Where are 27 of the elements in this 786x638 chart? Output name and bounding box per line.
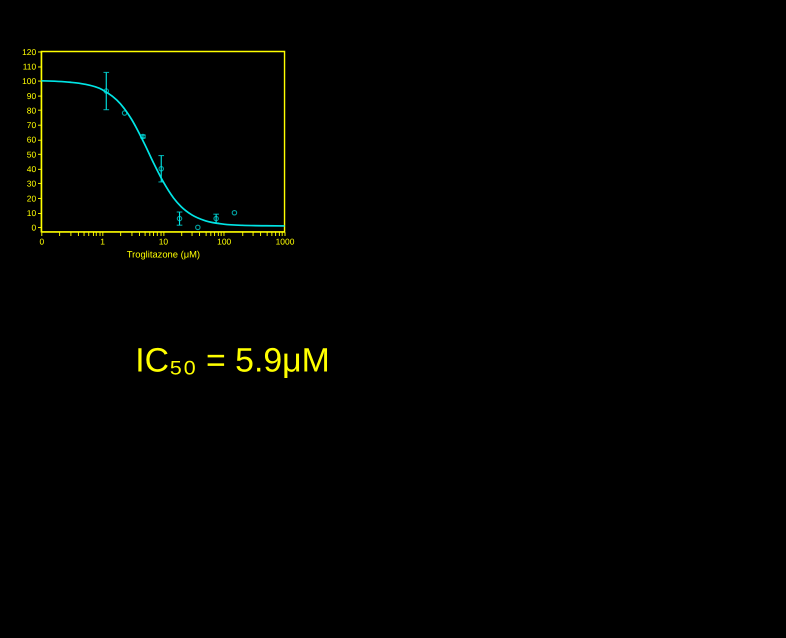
y-tick-label: 10 (26, 208, 36, 218)
x-tick-label: 1 (100, 236, 106, 246)
y-tick-label: 80 (26, 105, 36, 116)
y-tick-label: 110 (22, 61, 36, 72)
point (232, 210, 238, 216)
y-tick-label: 20 (26, 193, 36, 204)
text: IC₅₀ = 5.9μM (135, 342, 330, 380)
x-tick-label: 10 (158, 236, 168, 246)
point (122, 110, 128, 116)
point (195, 224, 201, 230)
x-tick-label: 1000 (276, 236, 295, 246)
y-tick-label: 0 (31, 222, 36, 233)
y-tick-label: 70 (26, 120, 36, 130)
x-tick-label: 100 (217, 236, 232, 246)
y-tick-label: 120 (22, 46, 36, 57)
x-tick-label: 0 (39, 236, 44, 246)
point (213, 216, 219, 222)
y-tick-label: 30 (26, 178, 36, 189)
y-tick-label: 40 (26, 164, 36, 174)
point (176, 216, 182, 222)
y-tick-label: 100 (22, 76, 36, 86)
point (104, 88, 110, 94)
point (158, 166, 164, 172)
y-tick-label: 90 (26, 90, 36, 101)
y-tick-label: 60 (26, 134, 36, 145)
y-tick-label: 50 (26, 149, 36, 160)
x-axis-title: Troglitazone (μM) (126, 248, 200, 260)
